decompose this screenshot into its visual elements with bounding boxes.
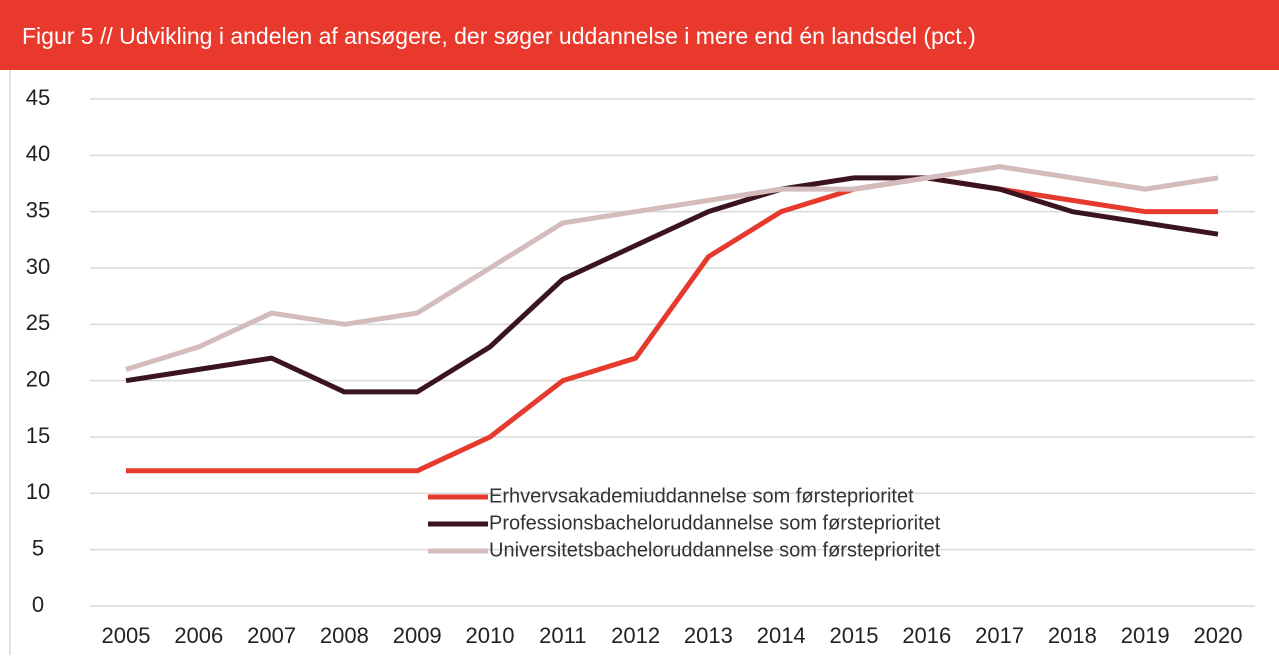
x-tick-label: 2014 bbox=[757, 623, 806, 648]
x-tick-label: 2015 bbox=[830, 623, 879, 648]
y-tick-label: 15 bbox=[26, 423, 50, 448]
series-line bbox=[126, 175, 1218, 474]
header-band bbox=[0, 0, 1279, 70]
series-line bbox=[125, 175, 1219, 395]
x-tick-label: 2020 bbox=[1194, 623, 1243, 648]
x-tick-label: 2012 bbox=[611, 623, 660, 648]
y-tick-label: 5 bbox=[32, 535, 44, 560]
x-tick-label: 2011 bbox=[539, 623, 586, 648]
x-tick-label: 2016 bbox=[902, 623, 951, 648]
y-tick-label: 30 bbox=[26, 254, 50, 279]
series-line bbox=[125, 164, 1219, 372]
x-tick-label: 2007 bbox=[247, 623, 296, 648]
legend-label: Erhvervsakademiuddannelse som førsteprio… bbox=[489, 485, 914, 507]
legend-label: Professionsbacheloruddannelse som første… bbox=[489, 512, 941, 534]
x-tick-label: 2017 bbox=[975, 623, 1024, 648]
x-tick-label: 2018 bbox=[1048, 623, 1097, 648]
x-tick-label: 2013 bbox=[684, 623, 733, 648]
x-tick-label: 2010 bbox=[466, 623, 515, 648]
legend-label: Universitetsbacheloruddannelse som først… bbox=[489, 539, 941, 561]
x-tick-label: 2005 bbox=[102, 623, 151, 648]
y-tick-label: 25 bbox=[26, 310, 50, 335]
y-tick-label: 0 bbox=[32, 592, 44, 617]
x-tick-label: 2006 bbox=[174, 623, 223, 648]
x-tick-label: 2009 bbox=[393, 623, 442, 648]
y-tick-label: 40 bbox=[26, 141, 50, 166]
y-tick-label: 35 bbox=[26, 197, 50, 222]
x-tick-label: 2008 bbox=[320, 623, 369, 648]
chart-title: Figur 5 // Udvikling i andelen af ansøge… bbox=[22, 23, 976, 49]
y-tick-label: 45 bbox=[26, 85, 50, 110]
y-tick-label: 10 bbox=[26, 479, 50, 504]
y-tick-label: 20 bbox=[26, 366, 50, 391]
x-tick-label: 2019 bbox=[1121, 623, 1170, 648]
